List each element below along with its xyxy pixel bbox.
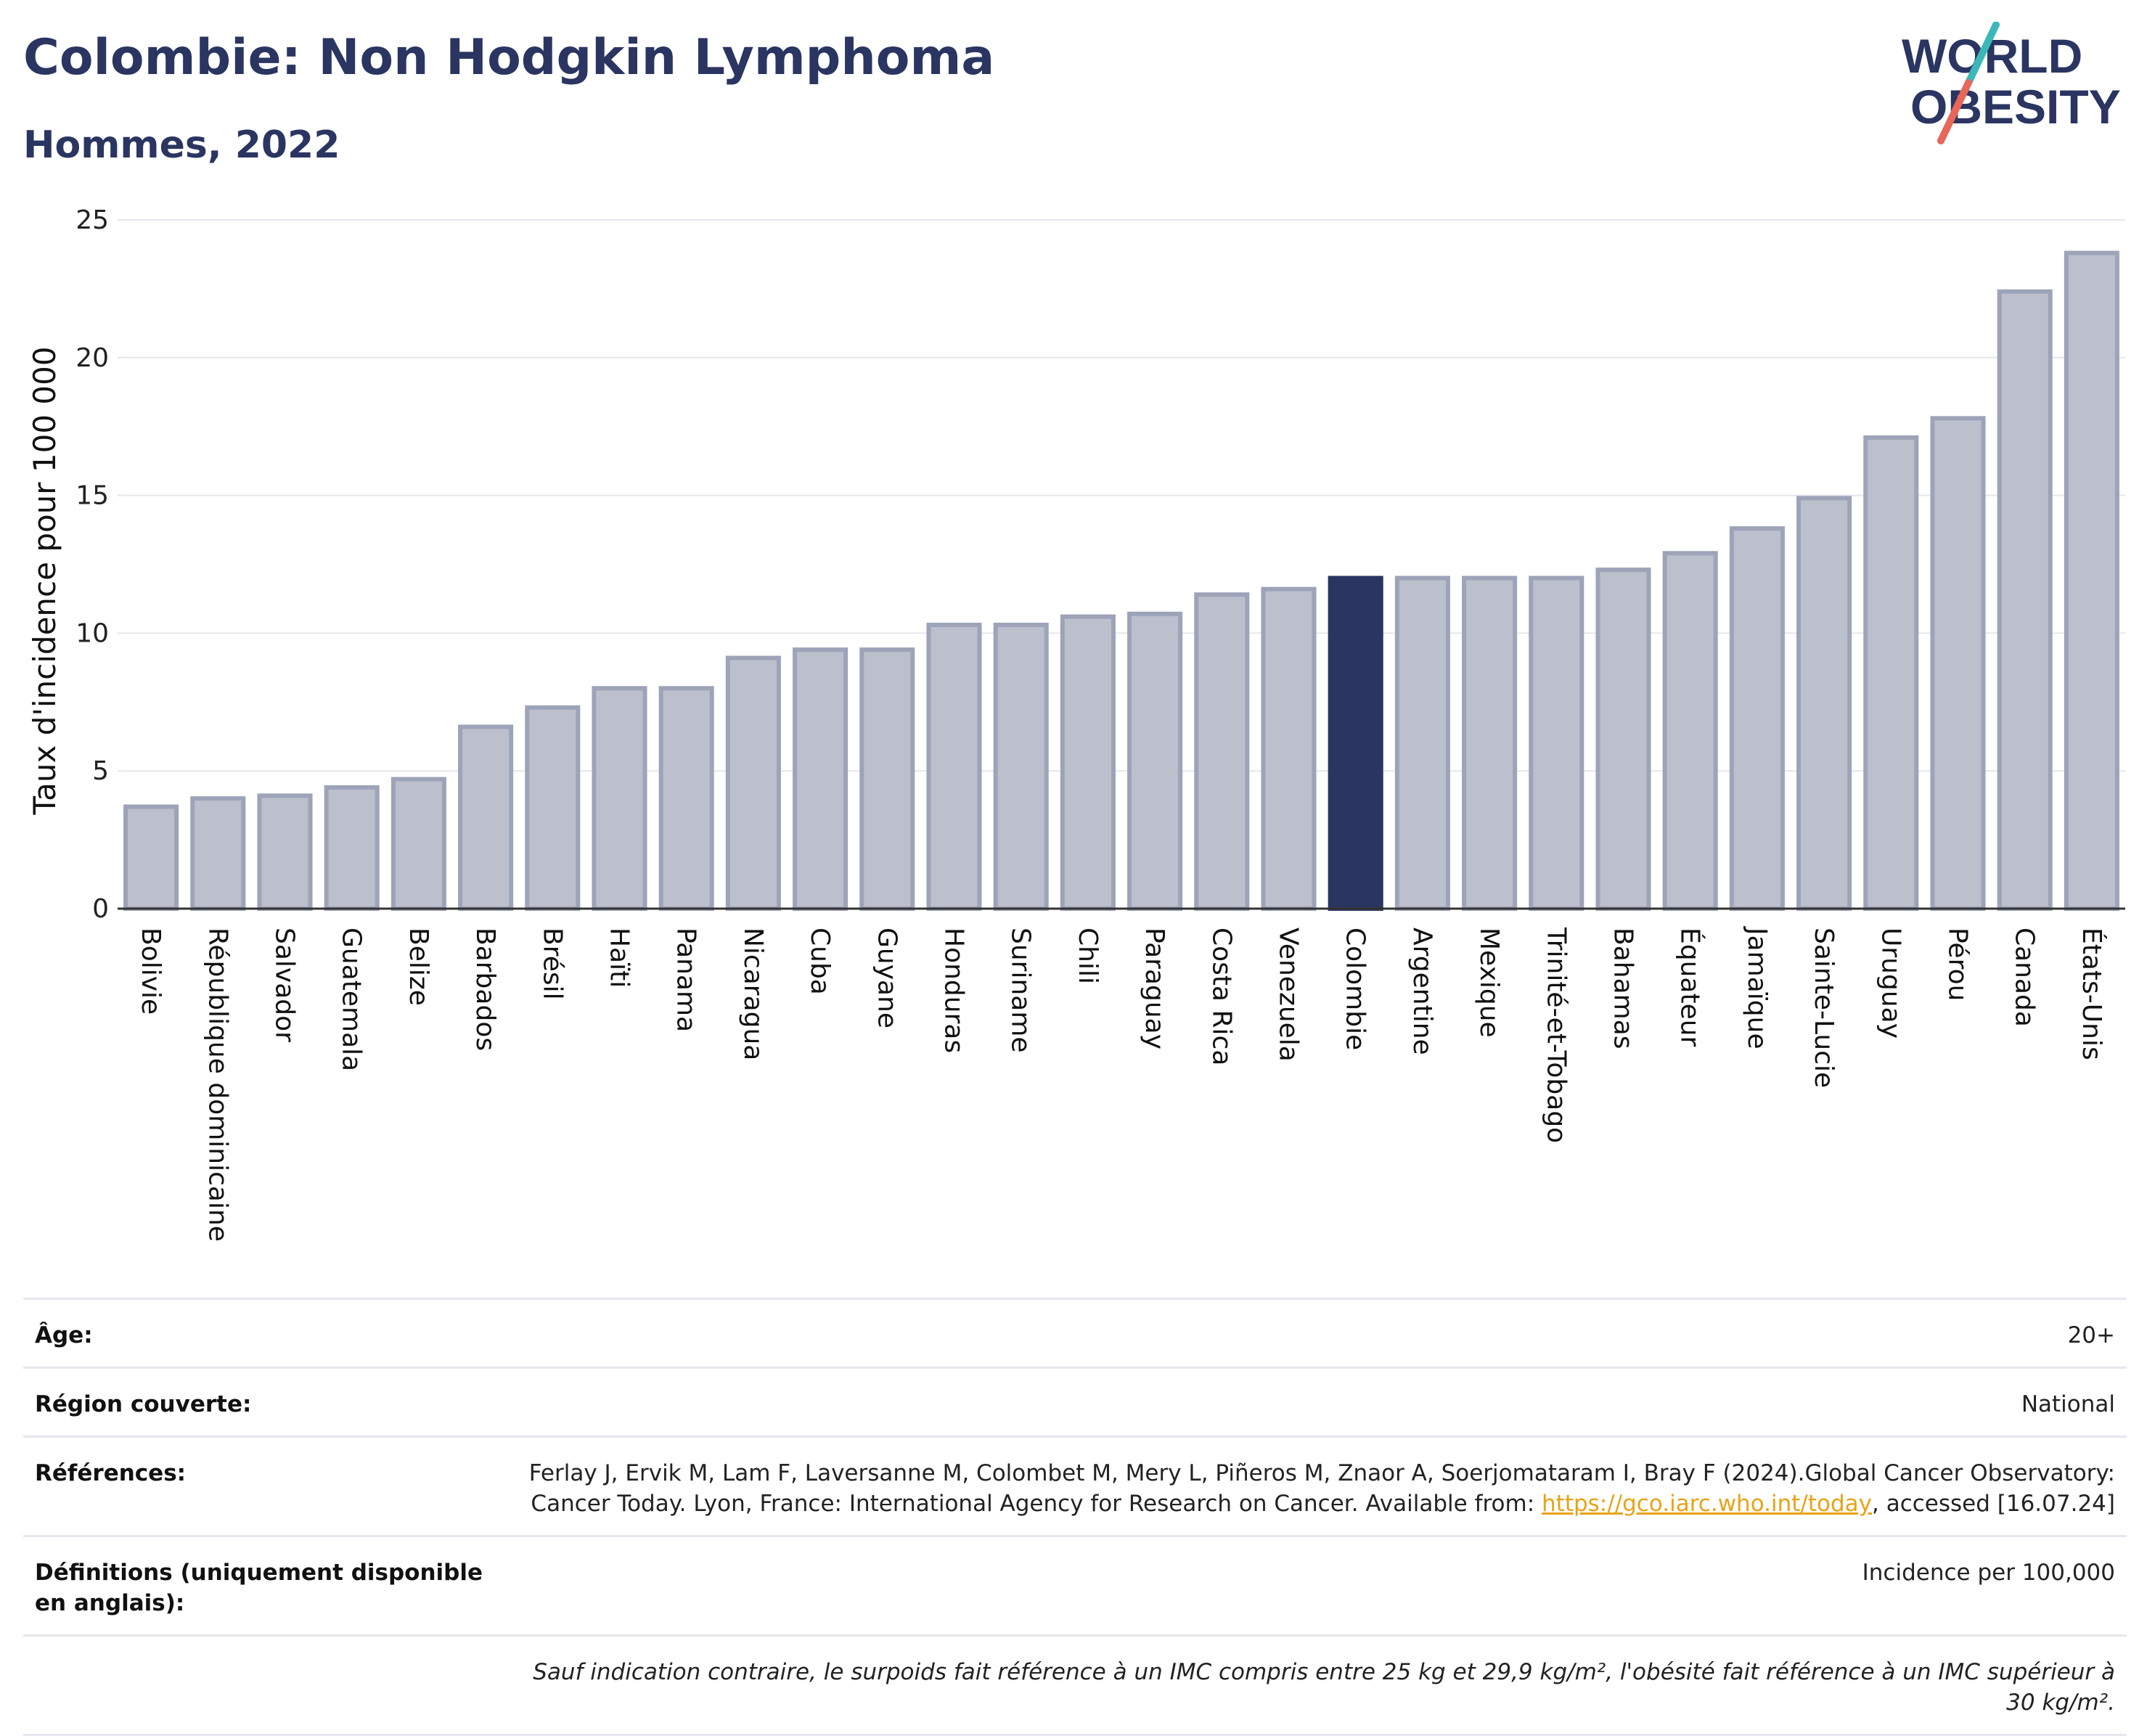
x-tick-label: Uruguay [1876, 928, 1905, 1039]
x-tick-labels: Bolivie République dominicaine Salvador Gua… [136, 926, 2107, 1242]
bar-equateur [1662, 551, 1718, 911]
x-tick-label: Mexique [1474, 928, 1504, 1038]
bar-chili [1060, 614, 1116, 912]
x-tick-label: République dominicaine [203, 928, 232, 1242]
meta-references-suffix: , accessed [16.07.24] [1871, 1491, 2115, 1517]
x-tick-label: États-Unis [2077, 928, 2107, 1060]
bar-canada [1997, 289, 2053, 912]
meta-definitions-value: Incidence per 100,000 [1862, 1560, 2115, 1586]
bar-haiti [592, 686, 647, 911]
bar-cuba [793, 647, 848, 912]
x-tick-label: Honduras [939, 928, 969, 1053]
meta-footnote: Sauf indication contraire, le surpoids f… [533, 1659, 2115, 1716]
y-tick-label: 10 [75, 618, 109, 648]
x-tick-label: Belize [404, 928, 433, 1006]
bar-trinite-et-tobago [1529, 576, 1584, 911]
bar-mexique [1462, 576, 1518, 911]
bar-sainte-lucie [1796, 496, 1852, 911]
meta-region-label: Région couverte: [35, 1391, 252, 1417]
meta-row-age: Âge: 20+ [23, 1298, 2127, 1367]
bar-paraguay [1127, 611, 1183, 911]
logo-slash-top [1965, 22, 2000, 86]
x-tick-label: Canada [2010, 928, 2040, 1027]
y-tick-label: 5 [92, 756, 109, 786]
grid-lines [118, 219, 2125, 772]
meta-references-link[interactable]: https://gco.iarc.who.int/today [1542, 1491, 1872, 1517]
x-tick-label: Haïti [605, 928, 634, 988]
x-tick-label: Argentine [1407, 928, 1437, 1055]
bar-republique-dominicaine [190, 796, 246, 912]
y-tick-label: 25 [75, 205, 109, 235]
meta-row-region: Région couverte: National [23, 1367, 2127, 1436]
bar-guatemala [324, 785, 380, 911]
meta-age-value: 20+ [2067, 1322, 2115, 1348]
bar-belize [390, 777, 446, 912]
x-tick-label: Chili [1073, 928, 1103, 984]
meta-definitions-label: Définitions (uniquement disponible en an… [35, 1560, 483, 1616]
x-tick-label: Bahamas [1608, 928, 1638, 1049]
bar-costa-rica [1194, 592, 1250, 911]
bar-colombie [1328, 576, 1383, 911]
meta-region-value: National [2021, 1391, 2115, 1417]
bar-barbados [458, 724, 514, 911]
bar-guyane [859, 647, 915, 912]
y-tick-label: 0 [92, 894, 109, 924]
bar-argentine [1394, 576, 1450, 911]
meta-references-text: Ferlay J, Ervik M, Lam F, Laversanne M, … [528, 1460, 2115, 1517]
x-tick-label: Cuba [805, 928, 835, 995]
y-axis-title: Taux d'incidence pour 100 000 [27, 346, 62, 815]
x-tick-label: Trinité-et-Tobago [1541, 927, 1571, 1143]
bar-panama [658, 686, 714, 911]
x-tick-label: Paraguay [1140, 928, 1169, 1049]
x-tick-label: Salvador [270, 928, 300, 1042]
y-tick-label: 15 [75, 481, 109, 511]
logo-slash-bottom [1937, 79, 1972, 144]
bars [123, 250, 2119, 912]
chart-subtitle: Hommes, 2022 [23, 123, 340, 167]
y-tick-label: 20 [75, 343, 109, 373]
meta-references-label: Références: [35, 1460, 187, 1486]
bar-perou [1930, 416, 1986, 911]
bar-bolivie [123, 804, 179, 911]
bar-salvador [257, 793, 313, 912]
bar-jamaique [1729, 526, 1785, 911]
x-tick-label: Jamaïque [1742, 926, 1772, 1049]
meta-age-label: Âge: [35, 1322, 93, 1348]
bar-suriname [993, 623, 1049, 912]
x-tick-label: Barbados [470, 928, 500, 1051]
bar-bahamas [1595, 568, 1651, 911]
meta-row-definitions: Définitions (uniquement disponible en an… [23, 1535, 2127, 1634]
x-tick-label: Panama [671, 928, 701, 1032]
chart-title: Colombie: Non Hodgkin Lymphoma [23, 29, 995, 86]
bar-bresil [525, 705, 581, 912]
bar-honduras [926, 623, 982, 912]
bar-chart: 0 5 10 15 20 25 Bolivie République dominicaine… [27, 205, 2125, 1242]
x-tick-label: Costa Rica [1206, 928, 1236, 1065]
x-tick-label: Nicaragua [738, 928, 768, 1060]
bar-uruguay [1863, 435, 1919, 911]
world-obesity-logo: WORLD OBESITY [1902, 22, 2121, 144]
bar-etats-unis [2064, 250, 2119, 911]
y-tick-labels: 0 5 10 15 20 25 [75, 205, 109, 924]
x-tick-label: Colombie [1341, 928, 1370, 1050]
meta-row-references: Références: Ferlay J, Ervik M, Lam F, La… [23, 1436, 2127, 1535]
meta-references-value: Ferlay J, Ervik M, Lam F, Laversanne M, … [518, 1458, 2115, 1519]
metadata-table: Âge: 20+ Région couverte: National Référ… [23, 1298, 2127, 1736]
bar-nicaragua [725, 655, 781, 912]
x-tick-label: Brésil [537, 928, 567, 1000]
x-tick-label: Suriname [1006, 928, 1036, 1053]
x-tick-label: Bolivie [136, 928, 165, 1015]
x-tick-label: Guatemala [337, 928, 367, 1071]
x-tick-label: Pérou [1943, 928, 1973, 1001]
x-tick-label: Équateur [1675, 928, 1706, 1047]
x-tick-label: Sainte-Lucie [1809, 928, 1839, 1088]
x-tick-label: Guyane [872, 928, 901, 1028]
meta-row-note: Sauf indication contraire, le surpoids f… [23, 1634, 2127, 1736]
x-tick-label: Venezuela [1274, 928, 1304, 1062]
bar-venezuela [1261, 586, 1317, 911]
